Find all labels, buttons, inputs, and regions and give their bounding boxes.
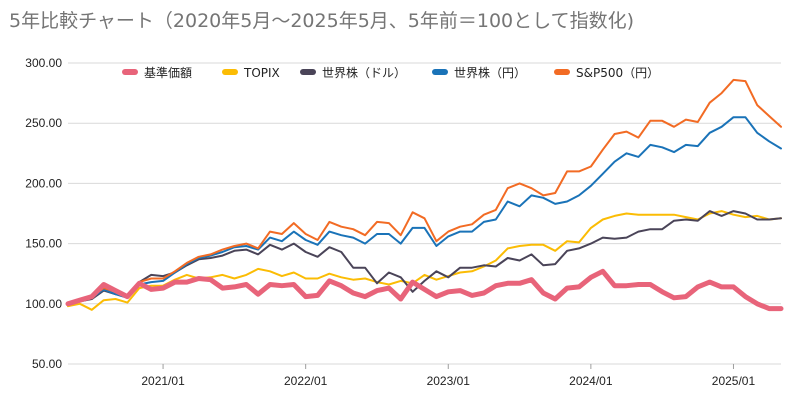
series-line-1	[67, 210, 782, 311]
x-tick-label: 2025/01	[712, 374, 756, 388]
grid-lines	[68, 62, 781, 365]
y-axis: 50.00 100.00 150.00 200.00 250.00 300.00	[25, 56, 62, 371]
legend-label: S&P500（円）	[576, 66, 659, 80]
legend-label: 世界株（円）	[454, 65, 526, 80]
series-line-0	[65, 268, 784, 312]
legend-swatch	[122, 69, 138, 75]
chart-title: 5年比較チャート（2020年5月～2025年5月、5年前＝100として指数化)	[9, 10, 634, 32]
y-tick-label: 50.00	[32, 357, 62, 371]
legend-swatch	[300, 69, 316, 75]
legend-label: TOPIX	[243, 66, 280, 80]
y-tick-label: 100.00	[25, 297, 62, 311]
x-tick-label: 2023/01	[427, 374, 471, 388]
y-tick-label: 300.00	[25, 56, 62, 70]
x-tick-label: 2022/01	[284, 374, 328, 388]
legend-swatch	[554, 69, 570, 75]
legend: 基準価額 TOPIX 世界株（ドル） 世界株（円） S&P500（円）	[122, 65, 659, 80]
y-tick-label: 200.00	[25, 176, 62, 190]
legend-label: 基準価額	[144, 65, 192, 80]
legend-label: 世界株（ドル）	[322, 65, 406, 80]
y-tick-label: 250.00	[25, 116, 62, 130]
legend-swatch	[222, 69, 238, 75]
series-line-4	[67, 78, 782, 305]
x-tick-label: 2021/01	[141, 374, 185, 388]
series-lines	[65, 78, 784, 312]
legend-swatch	[432, 69, 448, 75]
y-tick-label: 150.00	[25, 237, 62, 251]
x-axis: 2021/01 2022/01 2023/01 2024/01 2025/01	[141, 364, 755, 388]
x-tick-label: 2024/01	[569, 374, 613, 388]
